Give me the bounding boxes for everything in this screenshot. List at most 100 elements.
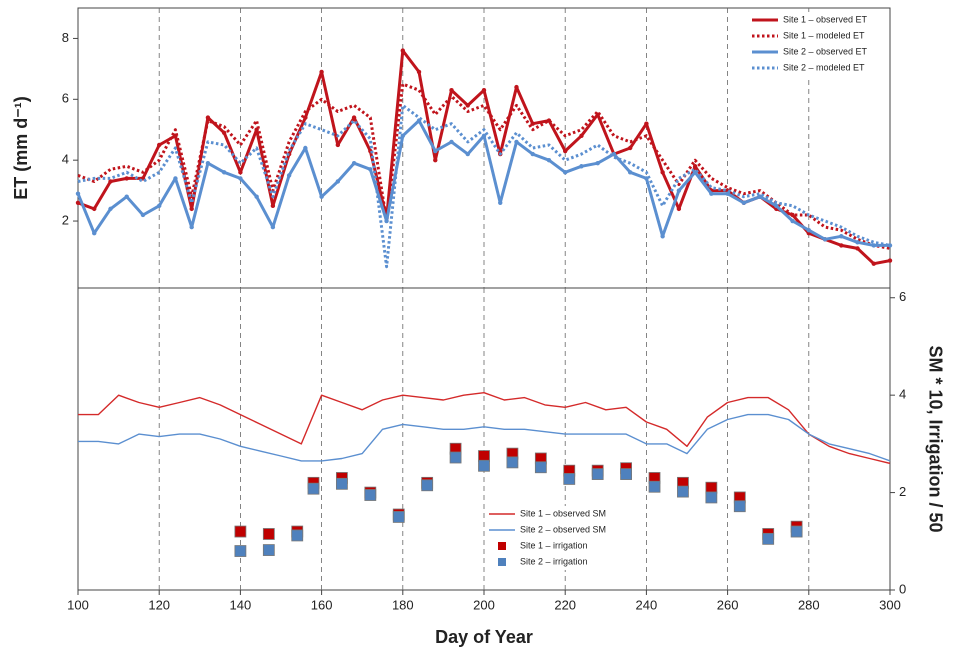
data-point bbox=[238, 176, 243, 181]
irrigation-marker bbox=[790, 525, 803, 538]
data-point bbox=[465, 103, 470, 108]
legend-swatch bbox=[498, 558, 506, 566]
data-point bbox=[611, 151, 617, 157]
data-point bbox=[140, 212, 146, 218]
y2-tick-label: 0 bbox=[899, 581, 906, 596]
irrigation-marker bbox=[335, 477, 348, 490]
x-tick-label: 260 bbox=[717, 597, 739, 612]
irrigation-marker bbox=[762, 532, 775, 545]
data-point bbox=[660, 170, 665, 175]
irrigation-marker bbox=[620, 468, 632, 480]
data-point bbox=[887, 258, 893, 263]
irrigation-marker bbox=[478, 459, 490, 472]
data-point bbox=[189, 206, 194, 212]
data-point bbox=[400, 133, 405, 139]
data-point bbox=[189, 224, 194, 230]
data-point bbox=[449, 87, 454, 93]
data-point bbox=[433, 157, 438, 163]
data-point bbox=[303, 145, 308, 151]
data-point bbox=[335, 179, 341, 184]
data-point bbox=[822, 237, 828, 242]
data-point bbox=[887, 243, 893, 248]
data-point bbox=[660, 234, 665, 239]
series-line bbox=[78, 392, 891, 465]
irrigation-marker bbox=[291, 529, 304, 542]
y2-axis-title: SM * 10, Irrigation / 50 bbox=[925, 345, 945, 532]
irrigation-marker bbox=[563, 473, 576, 485]
data-point bbox=[709, 191, 714, 196]
data-point bbox=[238, 170, 243, 175]
irrigation-marker bbox=[591, 468, 604, 480]
data-point bbox=[384, 218, 389, 224]
irrigation-marker bbox=[677, 485, 689, 498]
data-point bbox=[270, 203, 276, 209]
legend-box bbox=[485, 506, 615, 570]
data-point bbox=[871, 261, 876, 266]
x-tick-label: 160 bbox=[311, 597, 333, 612]
irrigation-marker bbox=[534, 461, 547, 474]
legend-label: Site 1 – irrigation bbox=[520, 540, 588, 550]
data-point bbox=[270, 224, 276, 230]
data-point bbox=[741, 200, 747, 205]
data-point bbox=[173, 176, 178, 181]
data-point bbox=[855, 246, 860, 251]
data-point bbox=[514, 84, 519, 90]
irrigation-marker bbox=[733, 500, 746, 513]
data-point bbox=[286, 173, 292, 178]
data-point bbox=[368, 167, 373, 172]
data-point bbox=[92, 231, 97, 236]
data-point bbox=[498, 200, 503, 205]
legend-label: Site 1 – observed SM bbox=[520, 508, 606, 518]
data-point bbox=[221, 170, 227, 175]
y-tick-label: 4 bbox=[62, 152, 69, 167]
data-point bbox=[254, 194, 259, 199]
x-tick-label: 180 bbox=[392, 597, 414, 612]
irrigation-marker bbox=[506, 456, 519, 469]
data-point bbox=[108, 206, 113, 212]
data-point bbox=[124, 176, 129, 181]
data-point bbox=[124, 194, 129, 199]
data-point bbox=[108, 179, 113, 184]
data-point bbox=[92, 206, 97, 212]
irrigation-marker bbox=[705, 491, 718, 504]
y-tick-label: 2 bbox=[62, 212, 69, 227]
irrigation-marker bbox=[234, 525, 247, 538]
data-point bbox=[627, 170, 633, 175]
series-line bbox=[78, 413, 891, 462]
irrigation-marker bbox=[392, 511, 405, 523]
irrigation-marker bbox=[449, 451, 462, 464]
data-point bbox=[563, 170, 568, 175]
x-axis-title: Day of Year bbox=[435, 627, 533, 647]
series-line bbox=[77, 103, 891, 269]
data-point bbox=[530, 151, 535, 157]
x-tick-label: 200 bbox=[473, 597, 495, 612]
data-point bbox=[481, 87, 487, 93]
data-point bbox=[75, 200, 81, 205]
x-tick-label: 300 bbox=[879, 597, 901, 612]
data-point bbox=[871, 243, 876, 248]
legend-label: Site 2 – irrigation bbox=[520, 556, 588, 566]
irrigation-marker bbox=[307, 482, 320, 495]
data-point bbox=[676, 188, 682, 193]
data-point bbox=[530, 121, 535, 126]
data-point bbox=[465, 151, 470, 157]
data-point bbox=[774, 203, 779, 209]
data-point bbox=[319, 69, 324, 75]
data-point bbox=[692, 164, 698, 169]
data-point bbox=[806, 227, 811, 233]
data-point bbox=[514, 139, 519, 145]
y-axis-title: ET (mm d⁻¹) bbox=[11, 96, 31, 200]
x-tick-label: 280 bbox=[798, 597, 820, 612]
y2-tick-label: 4 bbox=[899, 387, 906, 402]
x-tick-label: 220 bbox=[554, 597, 576, 612]
data-point bbox=[627, 145, 633, 151]
irrigation-marker bbox=[364, 489, 377, 501]
legend-box bbox=[748, 12, 878, 76]
data-point bbox=[579, 164, 584, 169]
y-tick-label: 6 bbox=[62, 91, 69, 106]
data-point bbox=[546, 157, 552, 163]
legend-label: Site 2 – modeled ET bbox=[783, 62, 865, 72]
data-point bbox=[839, 234, 844, 239]
irrigation-marker bbox=[262, 528, 275, 540]
